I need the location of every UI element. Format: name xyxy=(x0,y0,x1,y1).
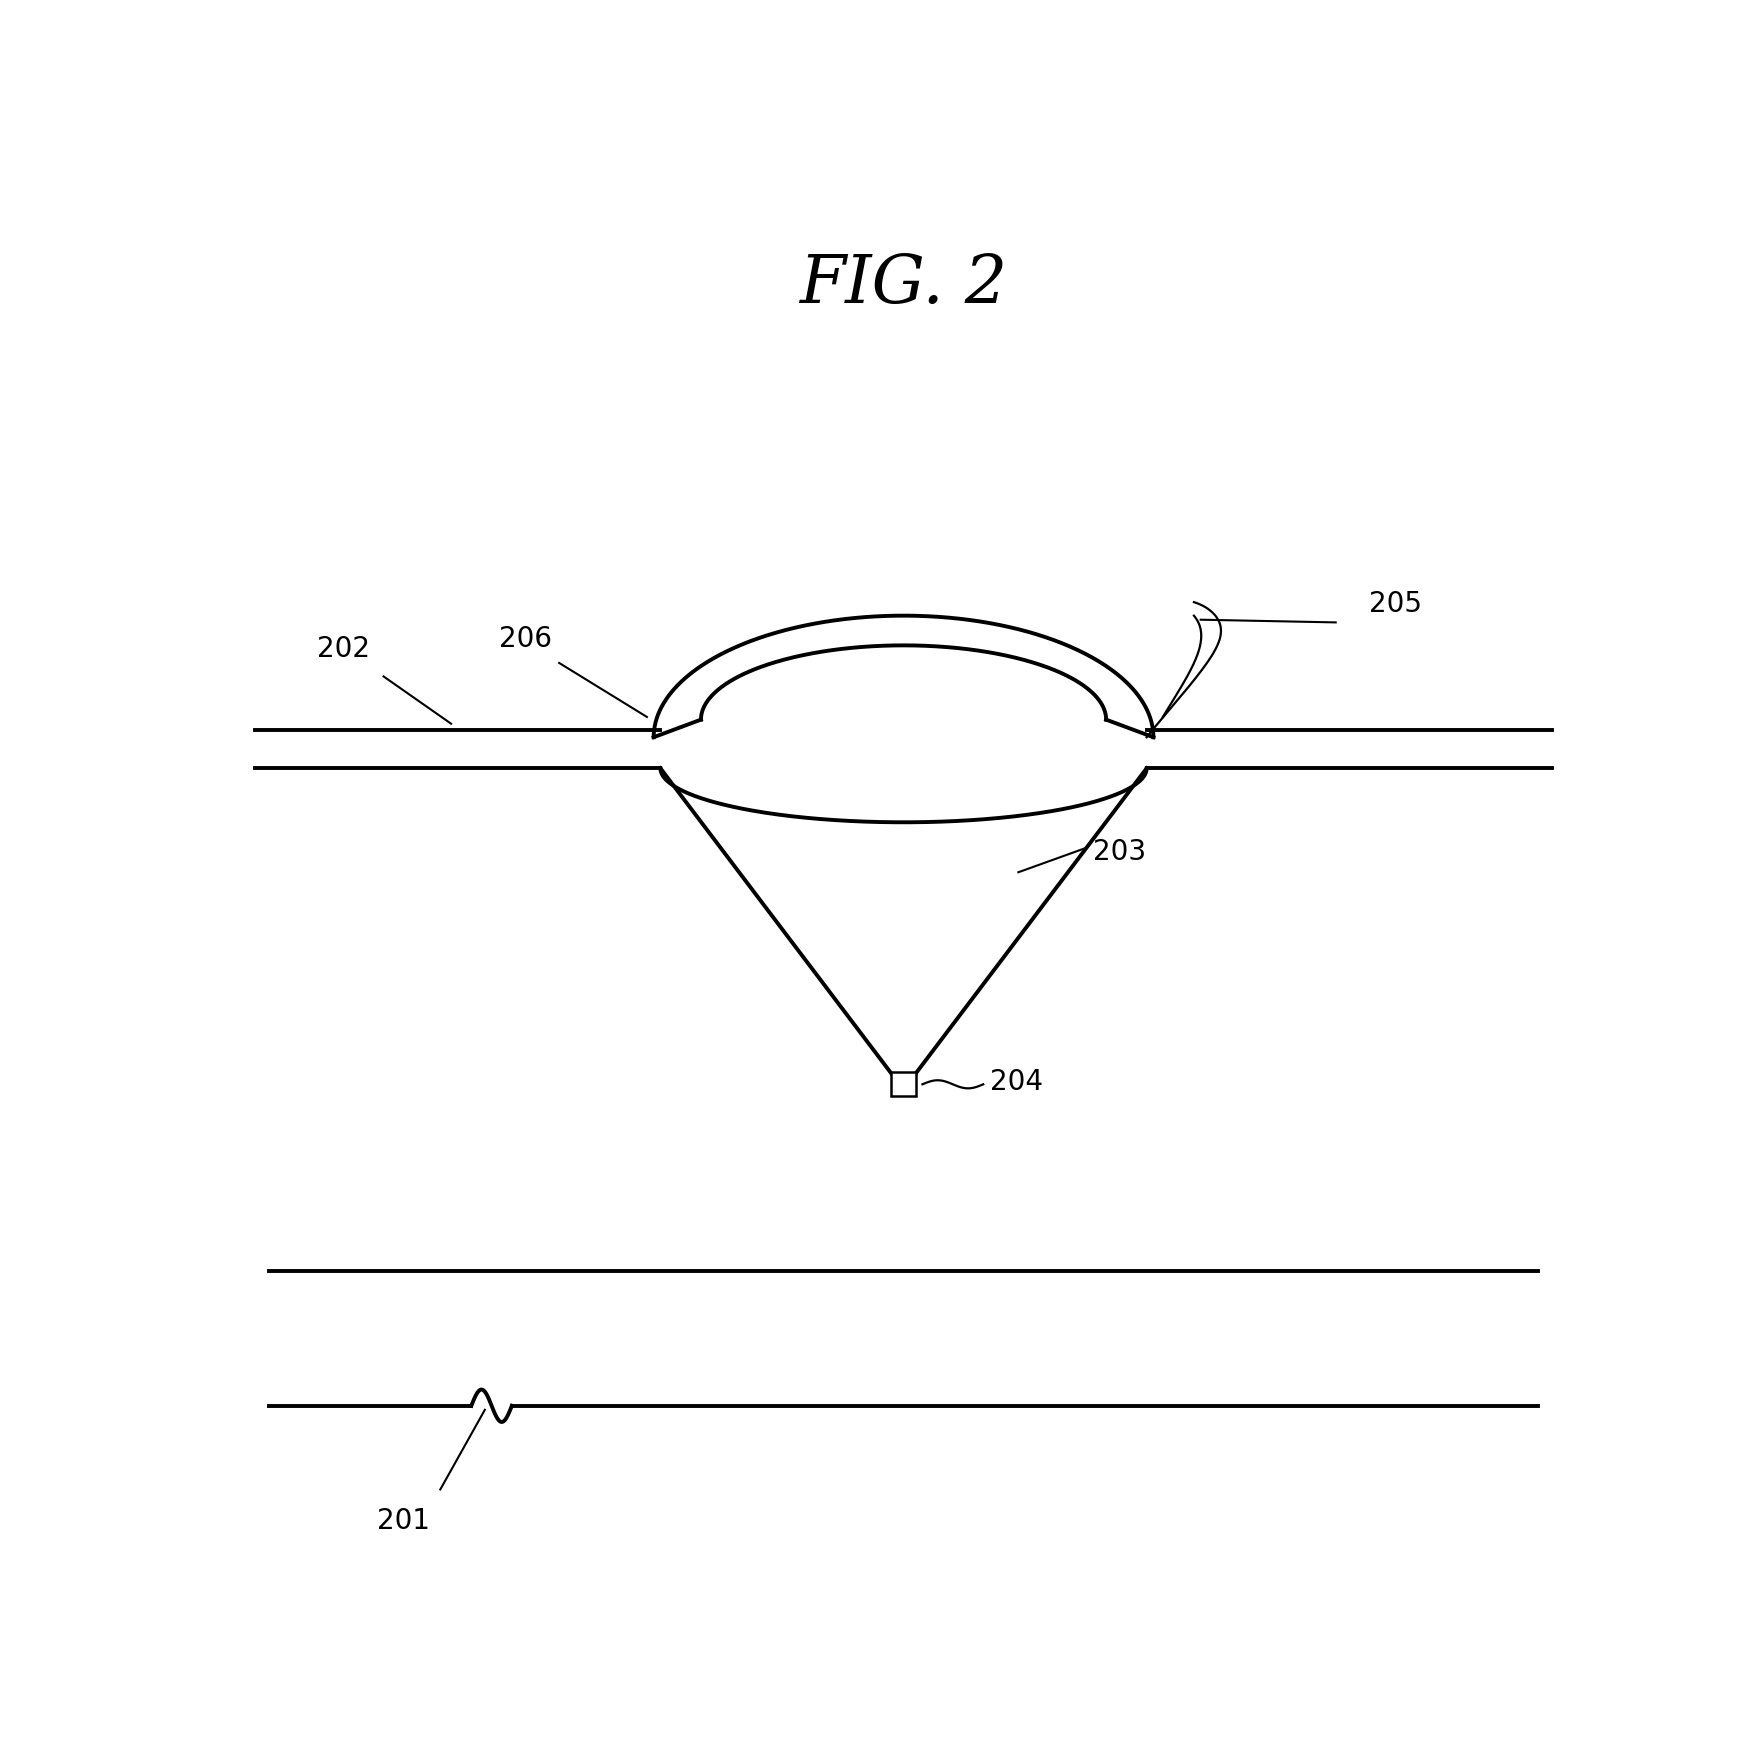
Text: FIG. 2: FIG. 2 xyxy=(799,253,1008,317)
Text: 201: 201 xyxy=(377,1507,430,1535)
Text: 203: 203 xyxy=(1093,838,1146,866)
Text: 202: 202 xyxy=(317,635,370,663)
Text: 204: 204 xyxy=(991,1068,1044,1096)
Bar xyxy=(892,1072,915,1096)
Text: 205: 205 xyxy=(1370,591,1423,619)
Text: 206: 206 xyxy=(499,626,552,654)
